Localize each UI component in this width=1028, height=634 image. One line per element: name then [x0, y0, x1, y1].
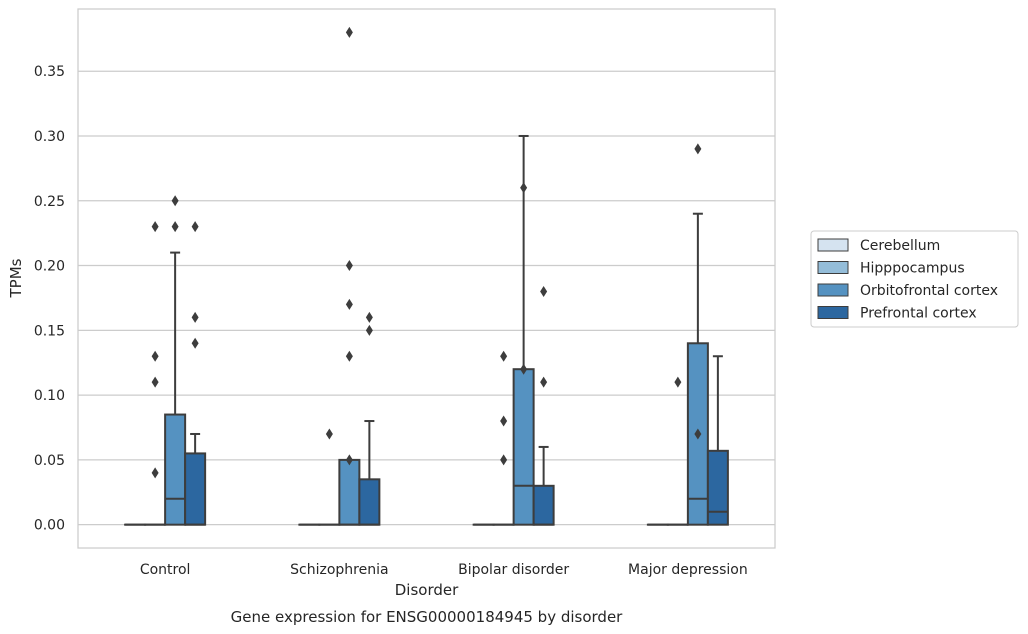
outlier-point: [345, 298, 353, 310]
box-orbitofrontal-cortex: [686, 143, 709, 526]
y-tick-label: 0.20: [34, 259, 65, 275]
outlier-point: [694, 143, 702, 155]
box-body: [358, 478, 381, 526]
outlier-point: [365, 324, 373, 336]
legend-label: Orbitofrontal cortex: [860, 283, 998, 299]
box-hipppocampus: [666, 376, 689, 526]
y-tick-labels: 0.00 0.05 0.10 0.15 0.20 0.25 0.30 0.35: [34, 64, 65, 533]
x-tick-label: Major depression: [628, 562, 748, 578]
y-tick-label: 0.00: [34, 518, 65, 534]
outlier-point: [520, 182, 528, 194]
outlier-point: [540, 285, 548, 297]
box-hipppocampus: [318, 428, 341, 526]
outlier-point: [365, 311, 373, 323]
x-tick-label: Bipolar disorder: [458, 562, 569, 578]
outlier-point: [540, 376, 548, 388]
box-body: [184, 452, 207, 526]
box-layer: [124, 26, 729, 526]
box-body: [532, 484, 555, 526]
box-prefrontal-cortex: [532, 285, 555, 526]
y-tick-label: 0.35: [34, 64, 65, 80]
outlier-point: [151, 376, 159, 388]
outlier-point: [345, 26, 353, 38]
outlier-point: [151, 350, 159, 362]
box-hipppocampus: [144, 221, 167, 526]
legend-swatch: [817, 261, 849, 274]
box-prefrontal-cortex: [706, 355, 729, 526]
outlier-point: [191, 311, 199, 323]
y-tick-label: 0.15: [34, 323, 65, 339]
legend-label: Prefrontal cortex: [860, 306, 977, 322]
box-body: [512, 368, 535, 526]
y-tick-label: 0.10: [34, 388, 65, 404]
box-prefrontal-cortex: [358, 311, 381, 526]
chart-caption: Gene expression for ENSG00000184945 by d…: [231, 608, 624, 626]
outlier-point: [500, 415, 508, 427]
outlier-point: [345, 260, 353, 272]
outlier-point: [171, 195, 179, 207]
box-orbitofrontal-cortex: [164, 195, 187, 526]
legend-items: Cerebellum Hipppocampus Orbitofrontal cort…: [817, 238, 998, 322]
outlier-point: [171, 221, 179, 233]
y-tick-label: 0.25: [34, 194, 65, 210]
legend-swatch: [817, 306, 849, 319]
box-body: [706, 449, 729, 526]
outlier-point: [345, 454, 353, 466]
outlier-point: [151, 467, 159, 479]
legend-label: Hipppocampus: [860, 261, 965, 277]
y-tick-label: 0.30: [34, 129, 65, 145]
outlier-point: [345, 350, 353, 362]
outlier-point: [325, 428, 333, 440]
outlier-point: [191, 337, 199, 349]
y-axis-label: TPMs: [7, 258, 25, 298]
box-prefrontal-cortex: [184, 221, 207, 526]
x-tick-labels: Control Schizophrenia Bipolar disorder Majo…: [140, 562, 748, 578]
outlier-point: [500, 454, 508, 466]
legend-swatch: [817, 283, 849, 297]
box-orbitofrontal-cortex: [512, 134, 535, 526]
x-tick-label: Schizophrenia: [290, 562, 388, 578]
box-orbitofrontal-cortex: [338, 26, 361, 526]
outlier-point: [500, 350, 508, 362]
legend: Cerebellum Hipppocampus Orbitofrontal cort…: [810, 230, 1019, 328]
legend-swatch: [817, 238, 849, 252]
legend-frame: [810, 230, 1019, 328]
x-tick-label: Control: [140, 562, 191, 578]
x-axis-label: Disorder: [395, 581, 459, 599]
outlier-point: [674, 376, 682, 388]
legend-label: Cerebellum: [860, 238, 940, 254]
y-tick-label: 0.05: [34, 453, 65, 469]
box-body: [164, 413, 187, 526]
plot-area-frame: [77, 8, 776, 549]
outlier-point: [694, 428, 702, 440]
outlier-point: [520, 363, 528, 375]
box-hipppocampus: [492, 350, 515, 526]
outlier-point: [151, 221, 159, 233]
outlier-point: [191, 221, 199, 233]
box-body: [338, 458, 361, 526]
